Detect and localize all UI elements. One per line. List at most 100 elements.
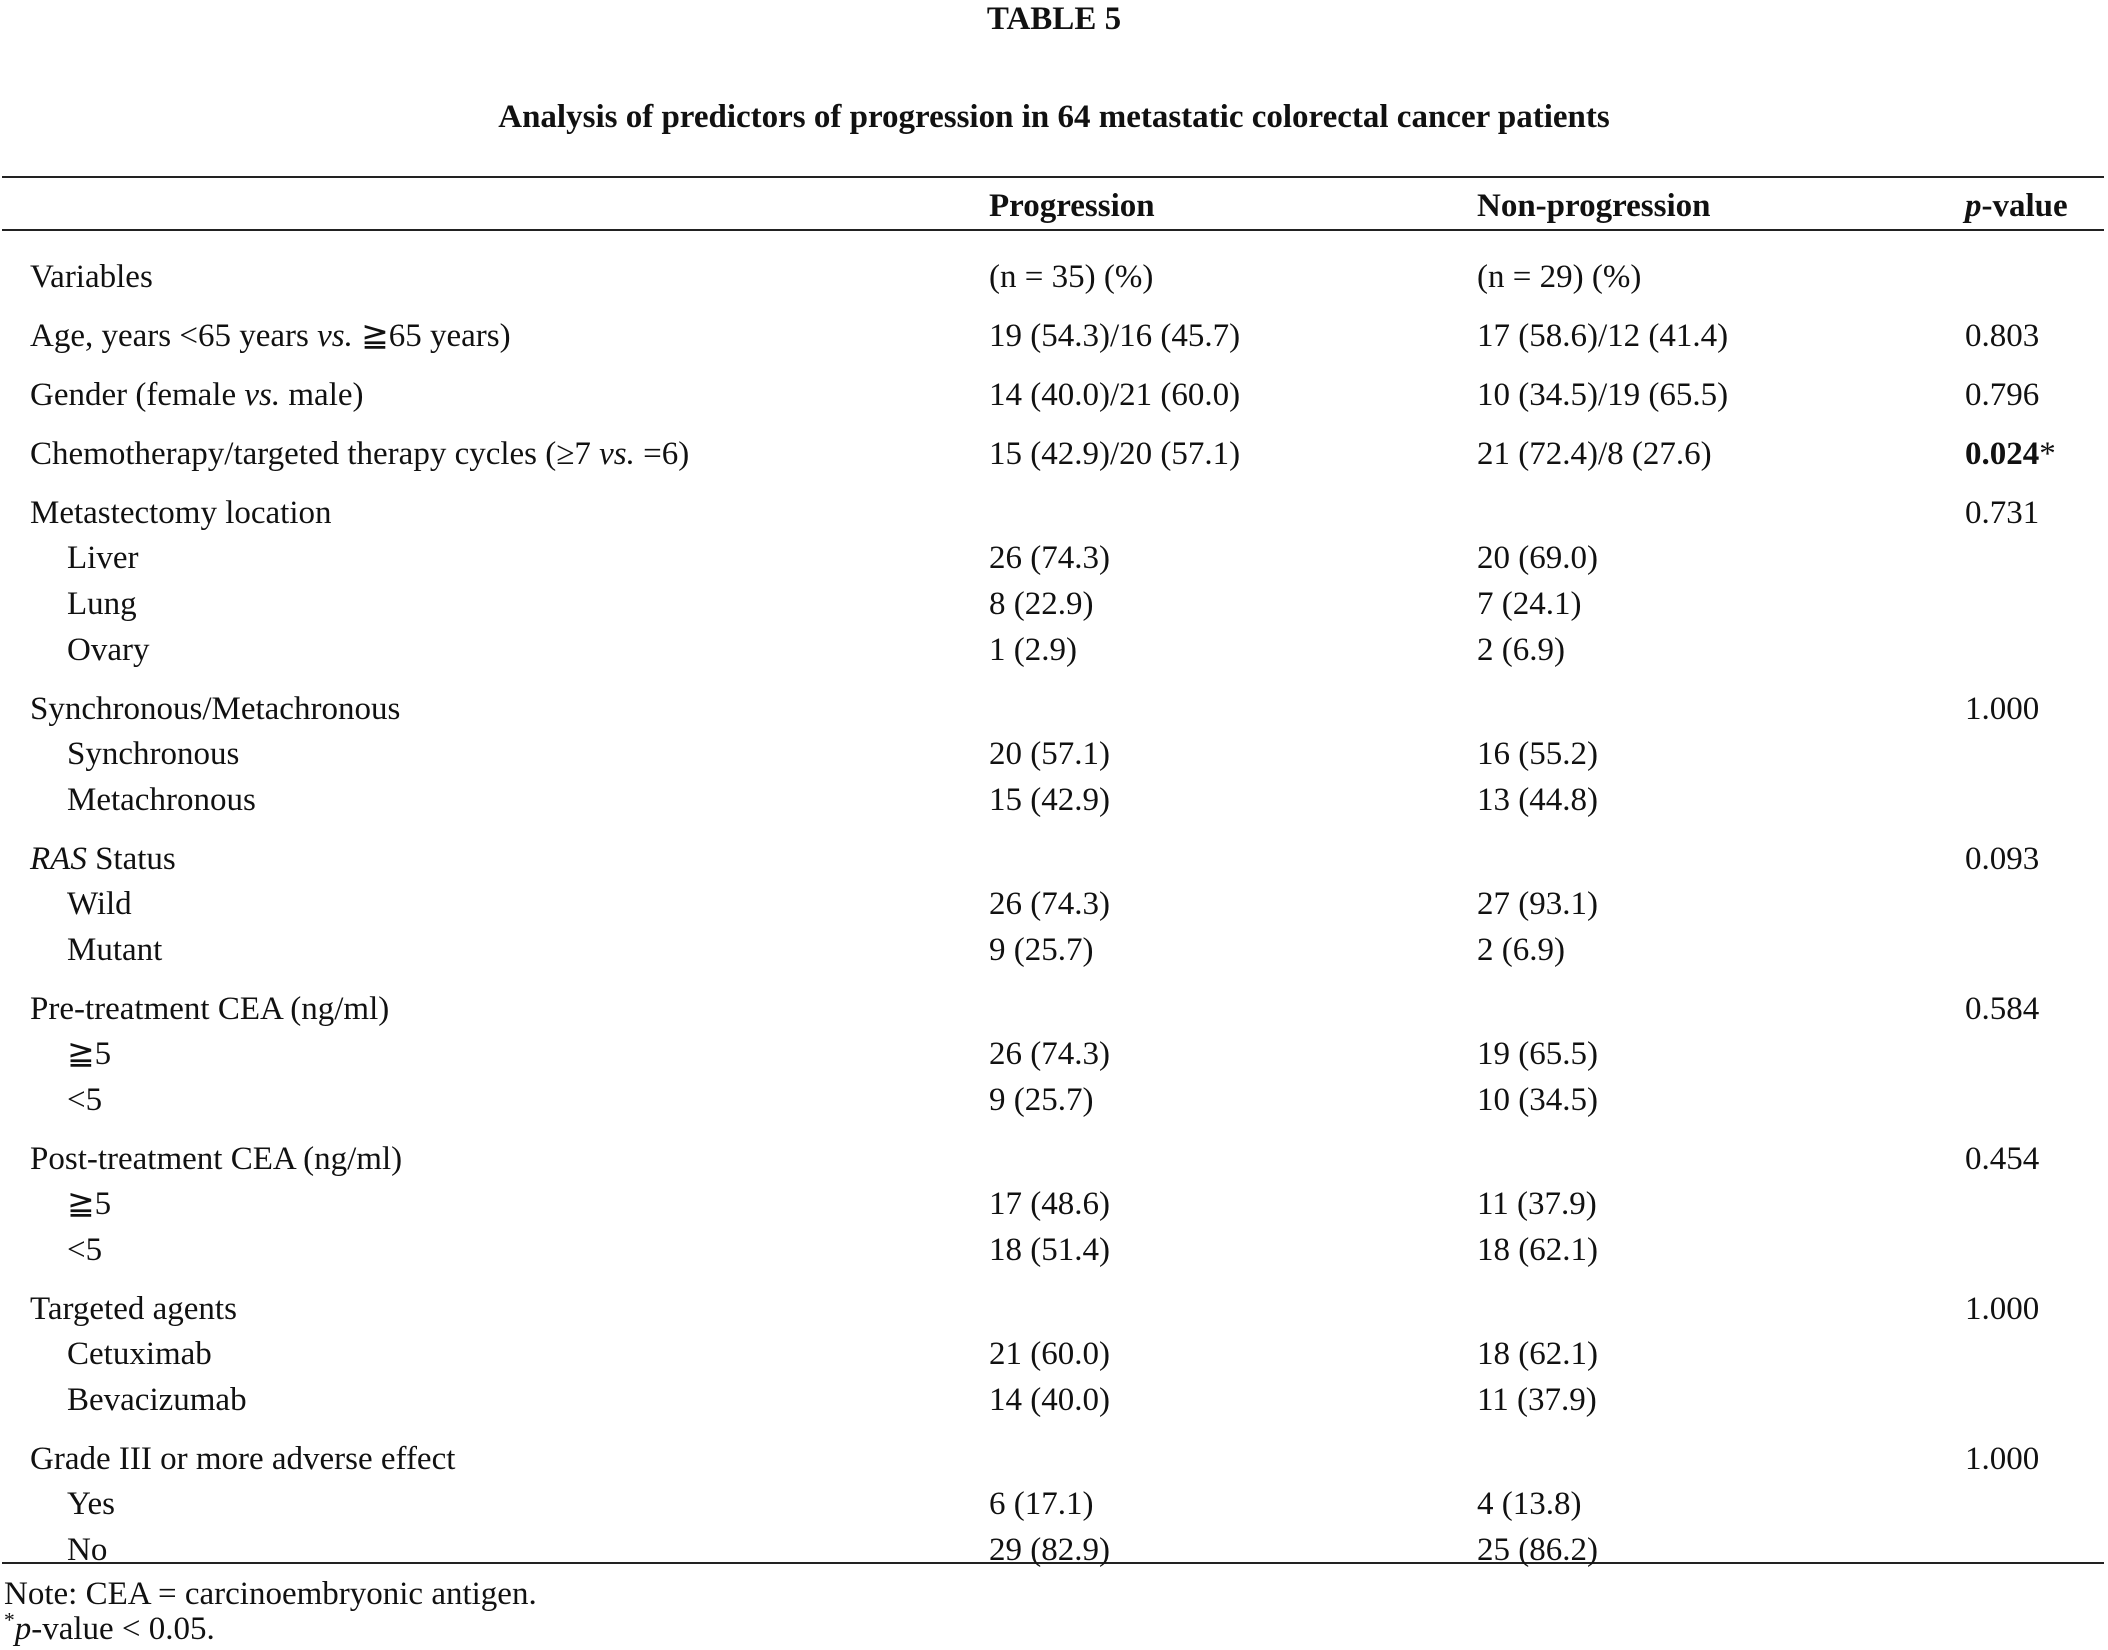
non-progression-cell: 16 (55.2) bbox=[1477, 736, 1598, 772]
p-value-cell: 0.024* bbox=[1965, 434, 2056, 474]
text-run: -value < 0.05. bbox=[31, 1611, 215, 1647]
row-label: Targeted agents bbox=[30, 1291, 237, 1327]
non-progression-cell: 11 (37.9) bbox=[1477, 1382, 1597, 1418]
row-label: Age, years <65 years vs. ≧65 years) bbox=[30, 316, 511, 356]
progression-cell: 15 (42.9)/20 (57.1) bbox=[989, 436, 1241, 472]
row-label: Pre-treatment CEA (ng/ml) bbox=[30, 991, 390, 1027]
non-progression-cell: 17 (58.6)/12 (41.4) bbox=[1477, 318, 1729, 354]
progression-cell: 19 (54.3)/16 (45.7) bbox=[989, 318, 1241, 354]
non-progression-cell: 21 (72.4)/8 (27.6) bbox=[1477, 436, 1712, 472]
subrow-label: ≧5 bbox=[67, 1186, 112, 1222]
header-cell: Progression bbox=[989, 188, 1155, 224]
text-run: Age, years <65 years bbox=[30, 318, 318, 354]
row-label: Metastectomy location bbox=[30, 495, 332, 531]
non-progression-cell: 18 (62.1) bbox=[1477, 1232, 1598, 1268]
non-progression-cell: 19 (65.5) bbox=[1477, 1036, 1598, 1072]
row-label: Post-treatment CEA (ng/ml) bbox=[30, 1141, 403, 1177]
subrow-label: Ovary bbox=[67, 632, 150, 668]
table-title: TABLE 5 bbox=[986, 1, 1122, 37]
note: Note: CEA = carcinoembryonic antigen. bbox=[4, 1576, 537, 1612]
non-progression-cell: 2 (6.9) bbox=[1477, 632, 1565, 668]
non-progression-cell: 20 (69.0) bbox=[1477, 540, 1598, 576]
progression-cell: 15 (42.9) bbox=[989, 782, 1110, 818]
progression-cell: 14 (40.0) bbox=[989, 1382, 1110, 1418]
non-progression-cell: 27 (93.1) bbox=[1477, 886, 1598, 922]
subrow-label: Mutant bbox=[67, 932, 163, 968]
subrow-label: <5 bbox=[67, 1232, 103, 1268]
subrow-label: Lung bbox=[67, 586, 137, 622]
text-run: Chemotherapy/targeted therapy cycles (≥7 bbox=[30, 436, 600, 472]
top-rule bbox=[2, 176, 2104, 178]
header-cell: p-value bbox=[1965, 186, 2068, 226]
text-run: vs. bbox=[599, 436, 635, 472]
row-label: Variables bbox=[30, 259, 153, 295]
text-run: * bbox=[2039, 436, 2056, 472]
text-run: p bbox=[14, 1611, 32, 1647]
subrow-label: Yes bbox=[67, 1486, 116, 1522]
row-label: Chemotherapy/targeted therapy cycles (≥7… bbox=[30, 434, 689, 474]
progression-cell: 9 (25.7) bbox=[989, 932, 1094, 968]
p-value-cell: 0.584 bbox=[1965, 991, 2040, 1027]
progression-cell: 29 (82.9) bbox=[989, 1532, 1110, 1568]
progression-cell: 26 (74.3) bbox=[989, 886, 1110, 922]
subrow-label: ≧5 bbox=[67, 1036, 112, 1072]
non-progression-cell: (n = 29) (%) bbox=[1477, 259, 1642, 295]
non-progression-cell: 2 (6.9) bbox=[1477, 932, 1565, 968]
p-value-cell: 0.796 bbox=[1965, 377, 2040, 413]
progression-cell: 18 (51.4) bbox=[989, 1232, 1110, 1268]
non-progression-cell: 7 (24.1) bbox=[1477, 586, 1582, 622]
text-run: Status bbox=[86, 841, 176, 877]
p-value-cell: 1.000 bbox=[1965, 1441, 2040, 1477]
text-run: male) bbox=[280, 377, 364, 413]
p-value-cell: 0.731 bbox=[1965, 495, 2040, 531]
subrow-label: Cetuximab bbox=[67, 1336, 212, 1372]
progression-cell: (n = 35) (%) bbox=[989, 259, 1154, 295]
progression-cell: 20 (57.1) bbox=[989, 736, 1110, 772]
subrow-label: Metachronous bbox=[67, 782, 256, 818]
text-run: vs. bbox=[317, 318, 353, 354]
progression-cell: 26 (74.3) bbox=[989, 540, 1110, 576]
non-progression-cell: 11 (37.9) bbox=[1477, 1186, 1597, 1222]
note: *p-value < 0.05. bbox=[4, 1609, 215, 1649]
non-progression-cell: 10 (34.5)/19 (65.5) bbox=[1477, 377, 1729, 413]
progression-cell: 9 (25.7) bbox=[989, 1082, 1094, 1118]
p-value-cell: 0.093 bbox=[1965, 841, 2040, 877]
non-progression-cell: 25 (86.2) bbox=[1477, 1532, 1598, 1568]
progression-cell: 21 (60.0) bbox=[989, 1336, 1110, 1372]
subrow-label: Bevacizumab bbox=[67, 1382, 247, 1418]
row-label: Synchronous/Metachronous bbox=[30, 691, 401, 727]
non-progression-cell: 10 (34.5) bbox=[1477, 1082, 1598, 1118]
subrow-label: <5 bbox=[67, 1082, 103, 1118]
subrow-label: Liver bbox=[67, 540, 139, 576]
row-label: Gender (female vs. male) bbox=[30, 375, 364, 415]
text-run: -value bbox=[1981, 188, 2068, 224]
text-run: ≧65 years) bbox=[352, 318, 511, 354]
table-caption: Analysis of predictors of progression in… bbox=[498, 99, 1610, 135]
text-run: p bbox=[1965, 188, 1982, 224]
progression-cell: 26 (74.3) bbox=[989, 1036, 1110, 1072]
subrow-label: Wild bbox=[67, 886, 132, 922]
progression-cell: 17 (48.6) bbox=[989, 1186, 1110, 1222]
p-value-cell: 1.000 bbox=[1965, 691, 2040, 727]
progression-cell: 14 (40.0)/21 (60.0) bbox=[989, 377, 1241, 413]
header-cell: Non-progression bbox=[1477, 188, 1711, 224]
p-value-cell: 0.454 bbox=[1965, 1141, 2040, 1177]
bottom-rule bbox=[2, 1562, 2104, 1564]
text-run: =6) bbox=[634, 436, 690, 472]
text-run: 0.024 bbox=[1965, 436, 2040, 472]
p-value-cell: 0.803 bbox=[1965, 318, 2040, 354]
text-run: RAS bbox=[30, 841, 87, 877]
progression-cell: 8 (22.9) bbox=[989, 586, 1094, 622]
header-rule bbox=[2, 229, 2104, 231]
non-progression-cell: 4 (13.8) bbox=[1477, 1486, 1582, 1522]
subrow-label: No bbox=[67, 1532, 108, 1568]
row-label: RAS Status bbox=[30, 839, 176, 879]
text-run: vs. bbox=[244, 377, 281, 413]
p-value-cell: 1.000 bbox=[1965, 1291, 2040, 1327]
subrow-label: Synchronous bbox=[67, 736, 240, 772]
row-label: Grade III or more adverse effect bbox=[30, 1441, 456, 1477]
non-progression-cell: 18 (62.1) bbox=[1477, 1336, 1598, 1372]
non-progression-cell: 13 (44.8) bbox=[1477, 782, 1598, 818]
progression-cell: 6 (17.1) bbox=[989, 1486, 1094, 1522]
